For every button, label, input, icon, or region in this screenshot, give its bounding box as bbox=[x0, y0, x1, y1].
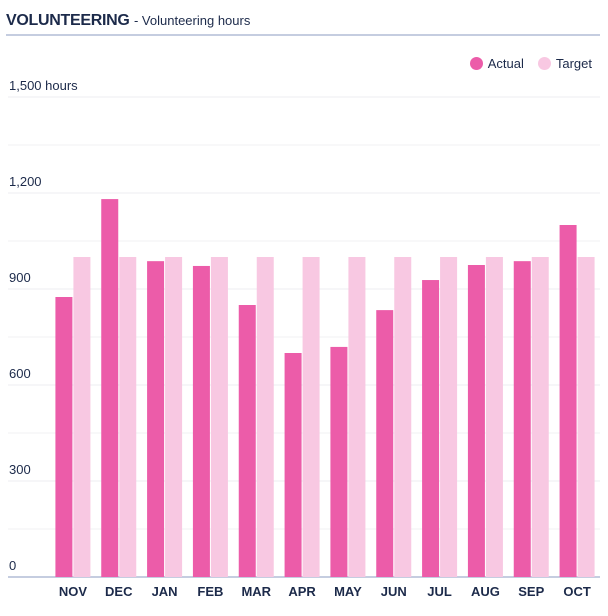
bar-target-oct bbox=[577, 257, 595, 577]
x-tick-label: JUN bbox=[381, 584, 407, 599]
legend-label-target: Target bbox=[555, 56, 592, 71]
x-tick-label: MAY bbox=[334, 584, 362, 599]
bar-actual-may bbox=[330, 346, 348, 577]
x-tick-label: NOV bbox=[59, 584, 88, 599]
y-tick-label: 300 bbox=[9, 462, 31, 477]
x-tick-label: FEB bbox=[197, 584, 223, 599]
legend-item-actual[interactable]: Actual bbox=[469, 56, 524, 71]
bar-target-aug bbox=[485, 257, 503, 577]
chart-header: VOLUNTEERING - Volunteering hours bbox=[6, 12, 600, 36]
legend-item-target[interactable]: Target bbox=[537, 56, 592, 71]
x-tick-label: SEP bbox=[518, 584, 544, 599]
y-tick-label: 900 bbox=[9, 270, 31, 285]
bar-target-may bbox=[348, 257, 366, 577]
legend-swatch-target bbox=[537, 57, 551, 70]
bar-target-jun bbox=[394, 257, 412, 577]
bar-actual-nov bbox=[55, 297, 73, 577]
x-tick-label: DEC bbox=[105, 584, 133, 599]
legend-swatch-actual bbox=[469, 57, 483, 70]
y-tick-label: 1,500 hours bbox=[9, 78, 78, 93]
bar-actual-apr bbox=[284, 353, 302, 577]
bar-actual-jan bbox=[147, 261, 165, 577]
bar-target-dec bbox=[119, 257, 137, 577]
legend-label-actual: Actual bbox=[487, 56, 524, 71]
x-tick-label: AUG bbox=[471, 584, 500, 599]
bar-target-mar bbox=[256, 257, 274, 577]
bar-target-jan bbox=[165, 257, 183, 577]
bar-actual-mar bbox=[238, 305, 256, 577]
legend: Actual Target bbox=[469, 56, 592, 71]
bar-actual-jul bbox=[422, 280, 440, 577]
bar-target-feb bbox=[210, 257, 228, 577]
bar-actual-sep bbox=[513, 261, 531, 577]
bar-actual-feb bbox=[192, 265, 210, 577]
bar-actual-oct bbox=[559, 225, 577, 577]
chart-subtitle: - Volunteering hours bbox=[133, 13, 251, 28]
bar-target-jul bbox=[440, 257, 458, 577]
bar-target-apr bbox=[302, 257, 320, 577]
y-tick-label: 600 bbox=[9, 366, 31, 381]
bar-target-sep bbox=[531, 257, 549, 577]
x-tick-label: MAR bbox=[241, 584, 271, 599]
bar-target-nov bbox=[73, 257, 91, 577]
bar-actual-dec bbox=[101, 199, 119, 577]
chart-title: VOLUNTEERING bbox=[6, 12, 130, 29]
x-tick-label: JAN bbox=[152, 584, 178, 599]
bar-actual-aug bbox=[467, 265, 485, 577]
bar-actual-jun bbox=[376, 310, 394, 577]
x-tick-label: JUL bbox=[427, 584, 452, 599]
x-tick-label: OCT bbox=[563, 584, 591, 599]
x-tick-label: APR bbox=[288, 584, 316, 599]
y-tick-label: 0 bbox=[9, 558, 16, 573]
y-tick-label: 1,200 bbox=[9, 174, 42, 189]
